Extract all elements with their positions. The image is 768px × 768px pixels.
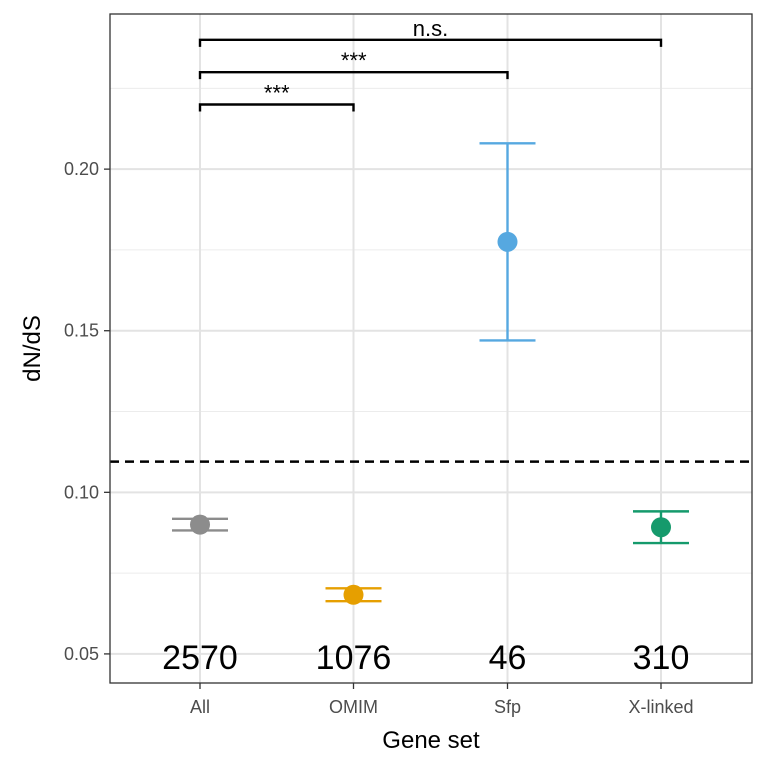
count-label: 310 (633, 639, 690, 677)
x-axis-title: Gene set (382, 727, 480, 754)
x-tick-label: X-linked (628, 697, 693, 717)
comparison-bracket (198, 103, 355, 112)
data-point (343, 584, 364, 605)
y-tick-label: 0.10 (64, 482, 99, 502)
x-tick-label: Sfp (494, 697, 521, 717)
count-label: 2570 (162, 639, 238, 677)
count-labels: 2570 1076 46 310 (162, 639, 689, 677)
comparison-bracket (198, 38, 663, 47)
y-axis-title: dN/dS (19, 315, 46, 382)
significance-brackets: *** *** n.s. (198, 16, 663, 112)
y-tick-label: 0.20 (64, 159, 99, 179)
grid-lines (110, 14, 752, 683)
data-points (190, 231, 671, 605)
data-point (651, 517, 671, 538)
y-axis: 0.05 0.10 0.15 0.20 (64, 159, 110, 664)
count-label: 1076 (316, 639, 392, 677)
x-axis: All OMIM Sfp X-linked (190, 683, 694, 717)
comparison-bracket (198, 70, 509, 80)
data-point (497, 231, 518, 252)
x-tick-label: All (190, 697, 210, 717)
y-tick-label: 0.05 (64, 644, 99, 664)
significance-label: *** (264, 80, 290, 105)
significance-label: n.s. (413, 16, 448, 41)
data-point (190, 514, 210, 535)
count-label: 46 (489, 639, 527, 677)
error-bars (172, 142, 689, 603)
panel-border (109, 13, 753, 684)
x-tick-label: OMIM (329, 697, 378, 717)
significance-label: *** (341, 48, 367, 73)
y-tick-label: 0.15 (64, 321, 99, 341)
